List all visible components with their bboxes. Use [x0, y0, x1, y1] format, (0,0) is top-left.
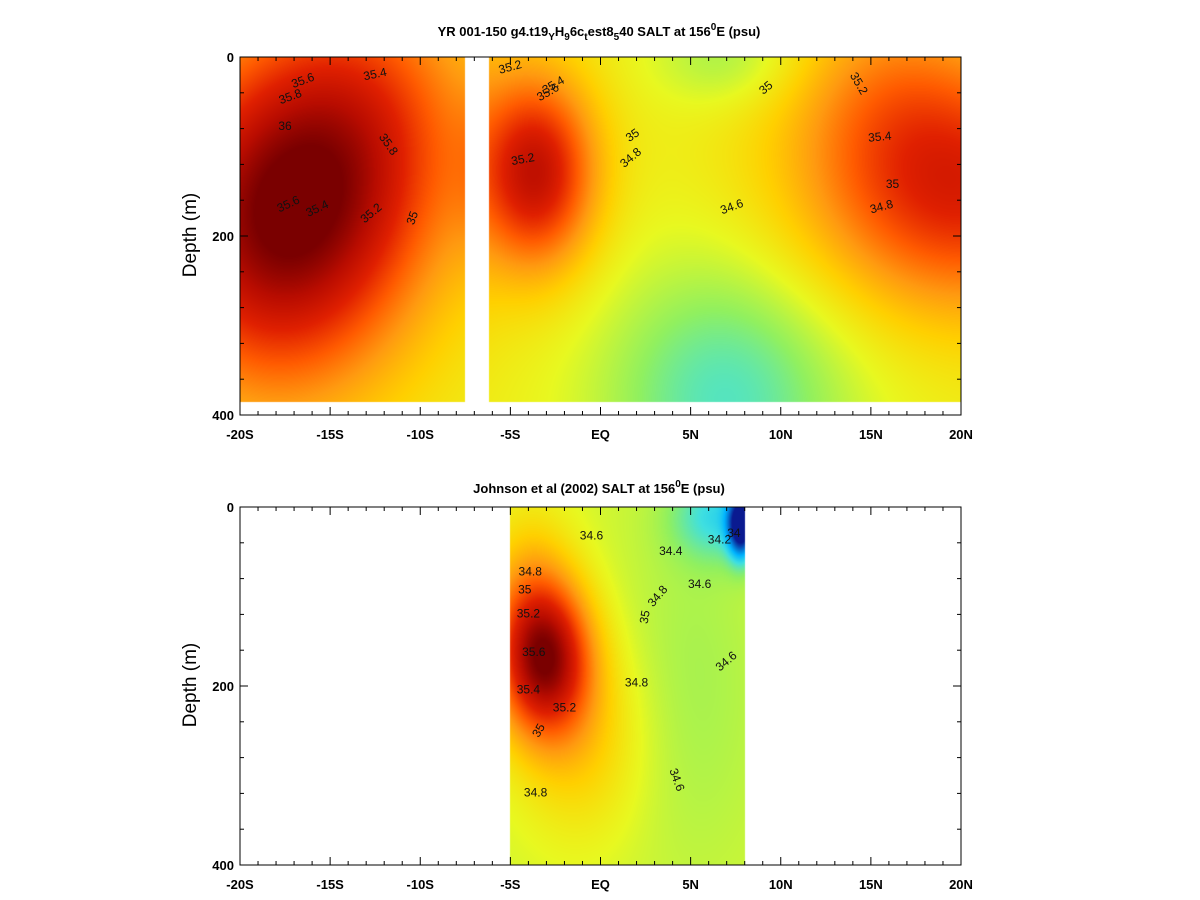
top-contour-label: 35.4: [868, 129, 893, 145]
top-contour-label: 34.8: [868, 197, 894, 217]
bottom-contour-label: 34.8: [519, 565, 543, 579]
top-x-tick-label: -15S: [316, 427, 344, 442]
bottom-contour-label: 35.2: [517, 607, 541, 621]
bottom-y-axis-label: Depth (m): [180, 643, 201, 727]
bottom-contour-label: 34.6: [580, 529, 604, 543]
bottom-contour-label: 34.8: [524, 786, 548, 800]
bottom-y-tick-label: 200: [212, 679, 234, 694]
bottom-panel: Johnson et al (2002) SALT at 1560E (psu)…: [180, 479, 973, 892]
bottom-x-tick-label: 5N: [682, 877, 699, 892]
bottom-contour-label: 35: [518, 582, 532, 596]
top-contour-label: 35.2: [510, 150, 536, 168]
top-y-axis-label: Depth (m): [180, 193, 201, 277]
top-y-tick-label: 400: [212, 408, 234, 423]
bottom-y-tick-label: 400: [212, 858, 234, 873]
bottom-x-tick-label: -10S: [407, 877, 435, 892]
bottom-salinity-field: [240, 507, 961, 865]
top-x-tick-label: 15N: [859, 427, 883, 442]
top-x-tick-label: 10N: [769, 427, 793, 442]
bottom-contour-label: 35.2: [553, 701, 577, 715]
bottom-contour-label: 34.6: [688, 577, 712, 591]
top-y-tick-label: 200: [212, 229, 234, 244]
bottom-x-tick-label: 15N: [859, 877, 883, 892]
bottom-panel-title: Johnson et al (2002) SALT at 1560E (psu): [473, 479, 725, 496]
bottom-contour-label: 35.6: [522, 645, 546, 659]
bottom-y-tick-label: 0: [227, 500, 234, 515]
top-heatmap: [240, 57, 961, 415]
top-x-tick-label: 5N: [682, 427, 699, 442]
top-contour-label: 35.4: [362, 65, 388, 84]
bottom-contour-label: 35: [529, 721, 548, 740]
top-contour-label: 36: [278, 119, 292, 133]
bottom-contour-label: 34: [727, 526, 741, 540]
top-x-tick-label: -10S: [407, 427, 435, 442]
top-contour-label: 35: [403, 209, 421, 227]
bottom-contour-label: 34.4: [659, 544, 683, 558]
bottom-axis-ticks: [239, 506, 962, 866]
top-panel: YR 001-150 g4.t19YH96ctest8540 SALT at 1…: [180, 22, 973, 442]
top-panel-title: YR 001-150 g4.t19YH96ctest8540 SALT at 1…: [438, 22, 761, 43]
top-axis-ticks: [239, 56, 962, 416]
bottom-x-tick-label: -15S: [316, 877, 344, 892]
top-x-tick-label: -5S: [500, 427, 521, 442]
top-salinity-field: [240, 57, 961, 415]
top-contour-label: 35: [886, 177, 900, 191]
bottom-contour-label: 35: [637, 609, 653, 625]
top-x-tick-label: EQ: [591, 427, 610, 442]
top-y-tick-label: 0: [227, 50, 234, 65]
top-x-tick-label: 20N: [949, 427, 973, 442]
bottom-x-tick-label: 20N: [949, 877, 973, 892]
top-tick-labels: -20S -15S -10S -5S EQ 5N 10N 15N 20N 0 200 400: [212, 50, 973, 442]
top-x-tick-label: -20S: [226, 427, 254, 442]
bottom-x-tick-label: -20S: [226, 877, 254, 892]
bottom-tick-labels: -20S -15S -10S -5S EQ 5N 10N 15N 20N 0 200 400: [212, 500, 973, 892]
bottom-heatmap: [240, 507, 961, 865]
bottom-x-tick-label: EQ: [591, 877, 610, 892]
bottom-contour-label: 34.8: [625, 675, 649, 689]
bottom-contour-label: 35.4: [517, 683, 541, 697]
bottom-contour-label: 34.2: [708, 532, 732, 546]
top-contour-label: 35.2: [497, 57, 523, 77]
bottom-x-tick-label: 10N: [769, 877, 793, 892]
bottom-x-tick-label: -5S: [500, 877, 521, 892]
